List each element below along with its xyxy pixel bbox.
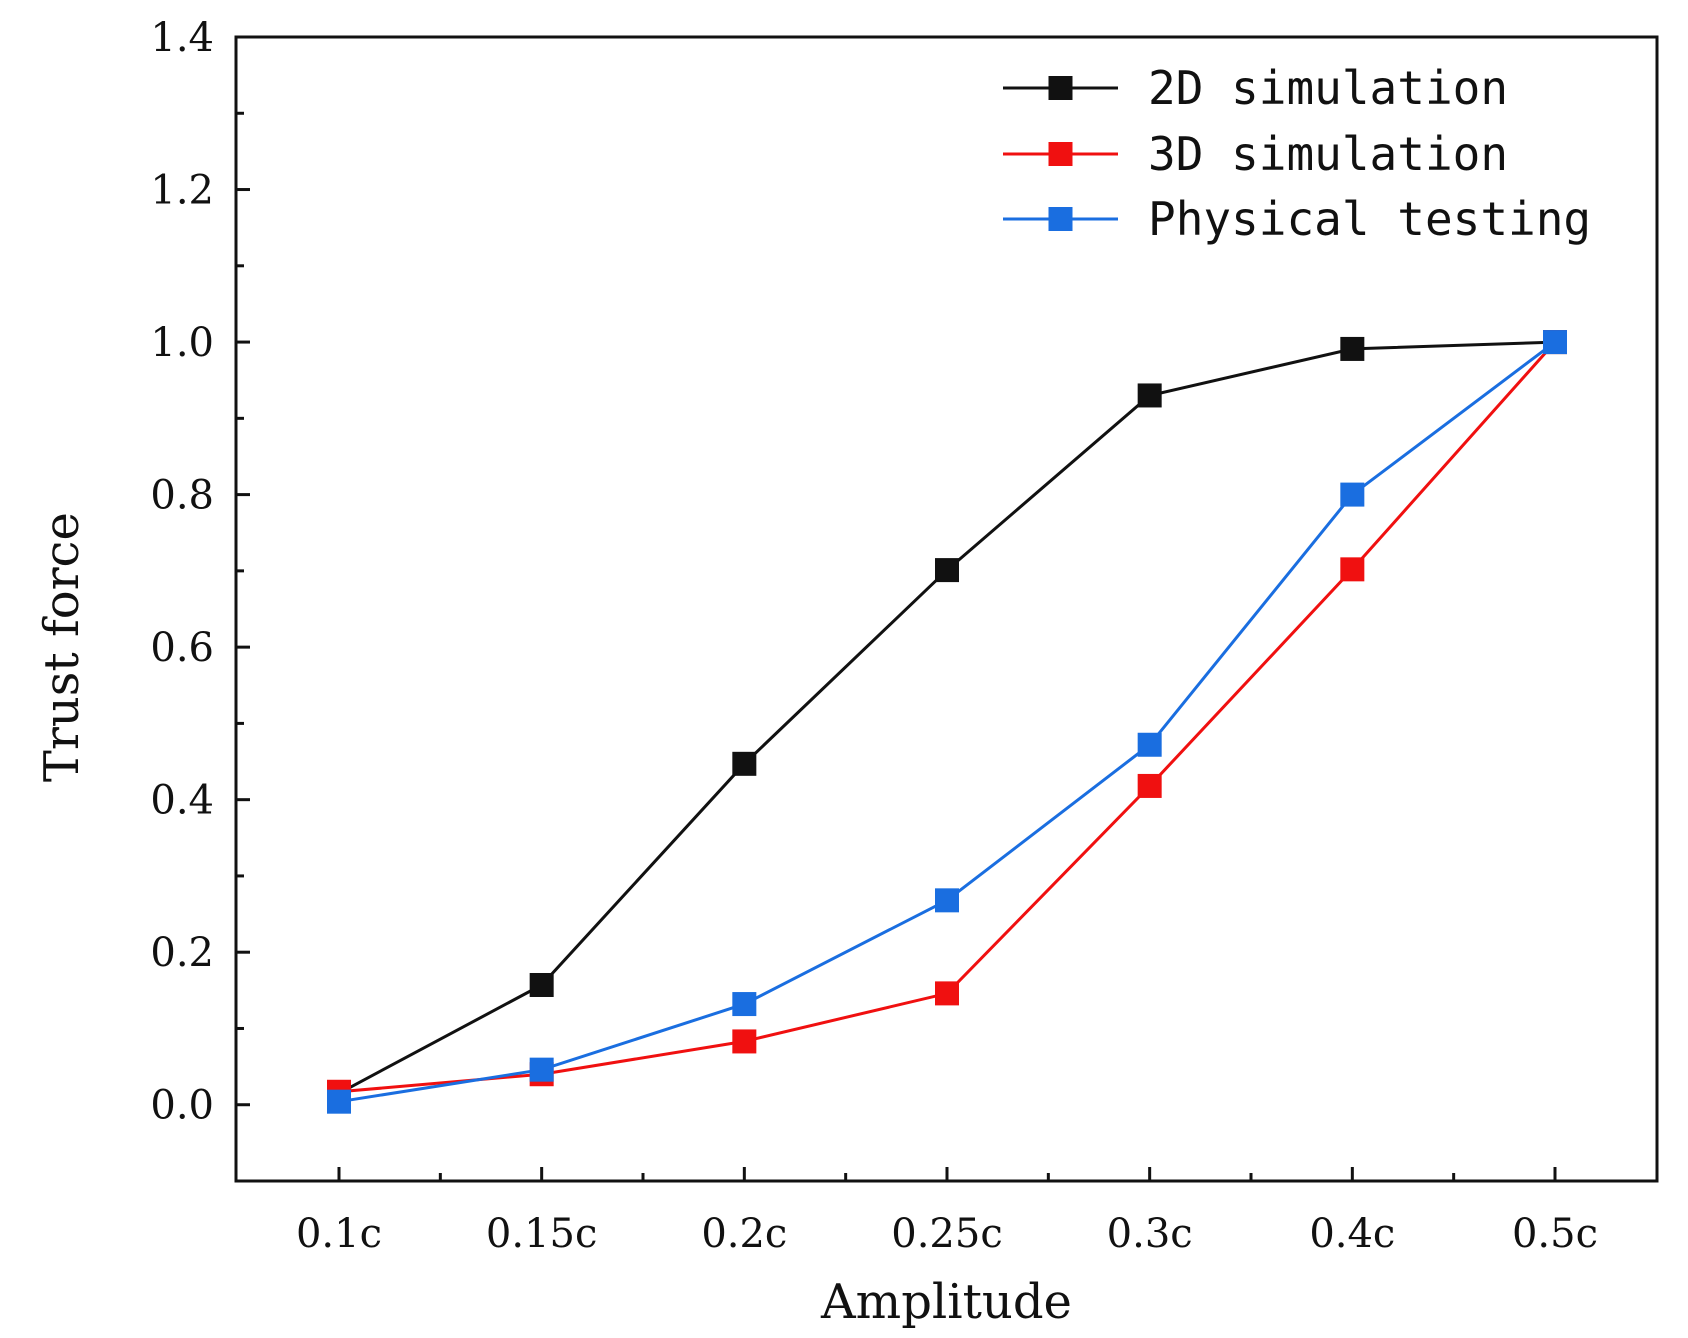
data-point [1543,330,1567,355]
data-point [935,558,959,583]
series-line [338,341,1557,1094]
data-point [935,981,959,1006]
x-tick-label: 0.4c [1309,1211,1395,1257]
x-tick-label: 0.2c [701,1211,787,1257]
data-point [1340,336,1365,361]
y-tick-label: 0.4 [150,778,214,824]
legend-marker [1048,142,1073,166]
y-tick-label: 0.2 [150,930,214,976]
x-tick-label: 0.1c [296,1211,382,1257]
data-point [1340,482,1365,507]
data-point [732,992,757,1017]
data-point [1137,773,1162,798]
x-tick-label: 0.15c [486,1211,597,1257]
legend-marker [1048,76,1073,100]
y-tick-label: 0.0 [150,1083,214,1129]
series-layer [327,330,1567,1114]
y-tick-label: 1.0 [150,320,214,366]
y-tick-label: 1.2 [150,168,214,214]
data-point [529,972,554,997]
legend: 2D simulation 3D simulation Physical testi… [1003,61,1591,246]
y-axis-title: Trust force [34,512,90,782]
legend-entry: Physical testing [1003,192,1591,246]
legend-marker [1048,207,1073,231]
ticks-layer: 0.0 0.2 0.4 0.6 0.8 1.0 1.2 1.4 0.1c 0.15c 0.2c 0.2… [150,15,1598,1257]
series-1 [327,330,1567,1104]
legend-entry: 2D simulation [1003,61,1508,115]
y-tick-label: 0.6 [150,625,214,671]
data-point [732,751,757,776]
data-point [935,888,959,913]
x-tick-label: 0.25c [891,1211,1002,1257]
x-tick-label: 0.3c [1107,1211,1193,1257]
x-axis-title: Amplitude [820,1274,1072,1330]
data-point [327,1089,351,1114]
y-tick-label: 0.8 [150,473,214,519]
data-point [732,1029,757,1054]
data-point [529,1057,554,1082]
y-tick-label: 1.4 [150,15,214,61]
data-point [1340,557,1365,582]
legend-entry: 3D simulation [1003,127,1508,181]
data-point [1137,383,1162,408]
legend-label: 3D simulation [1148,127,1508,181]
legend-label: 2D simulation [1148,61,1508,115]
series-2 [327,330,1567,1114]
legend-label: Physical testing [1148,192,1591,246]
axes-layer [234,35,1659,1183]
data-point [1137,732,1162,757]
plot-frame [234,35,1659,1183]
series-line [338,340,1556,1095]
x-tick-label: 0.5c [1512,1211,1598,1257]
